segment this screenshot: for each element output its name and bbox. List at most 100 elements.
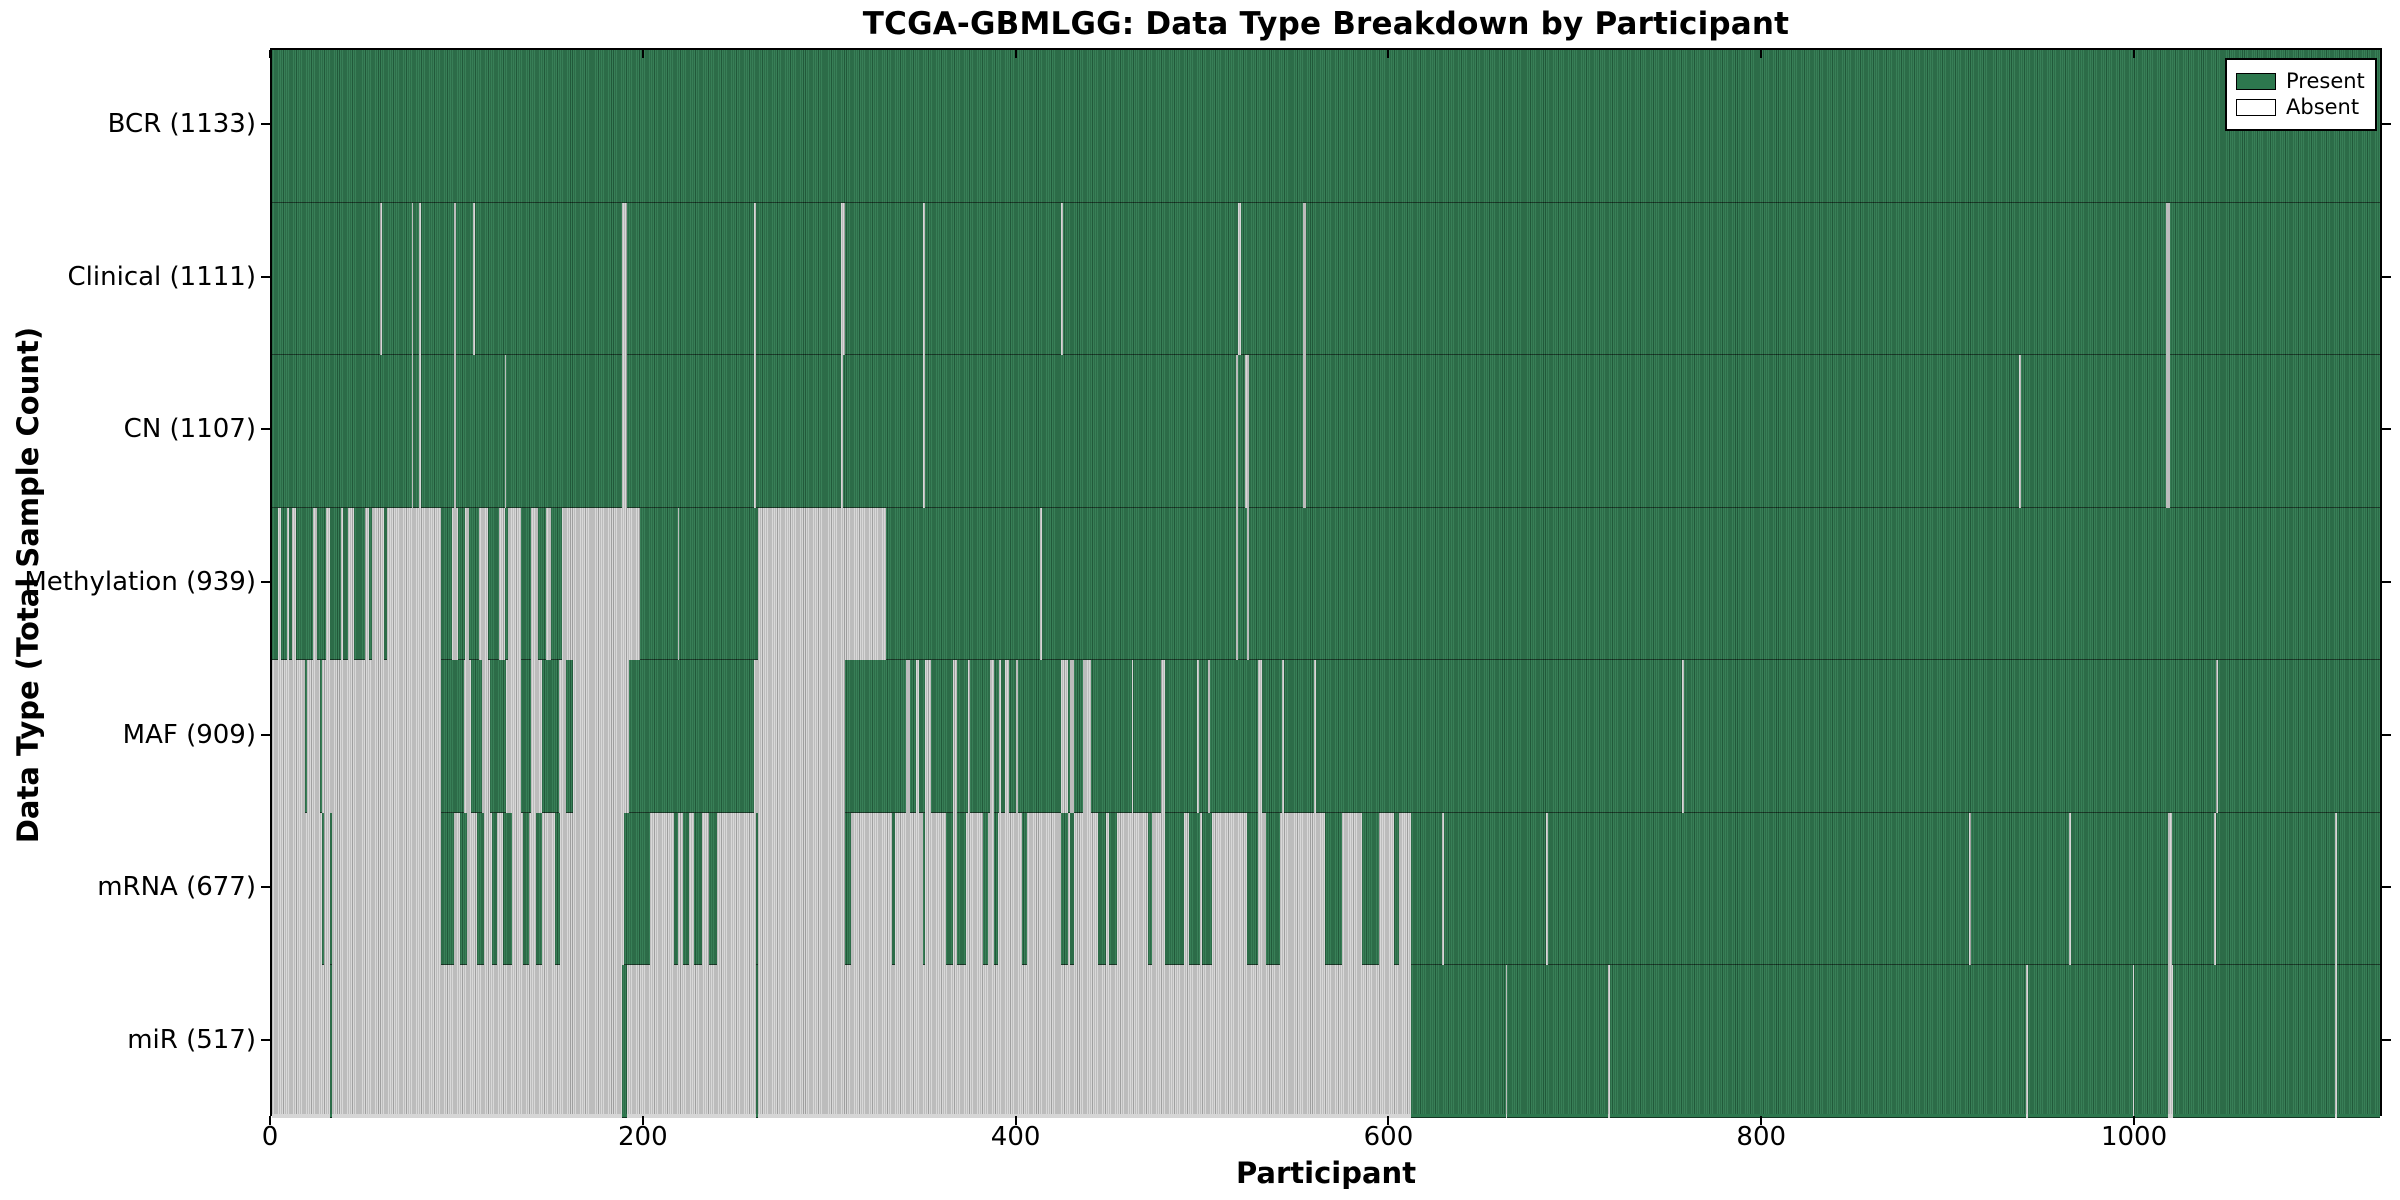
absent-stripe <box>454 355 457 508</box>
absent-stripe <box>331 812 442 966</box>
absent-stripe <box>545 507 552 661</box>
absent-stripe <box>841 812 846 966</box>
legend-label-absent: Absent <box>2286 95 2360 119</box>
absent-stripe <box>906 660 911 813</box>
y-tick-label-maf: MAF (909) <box>122 719 256 750</box>
y-tick-mark-left <box>261 428 270 431</box>
absent-stripe <box>850 812 892 966</box>
absent-stripe <box>1083 660 1091 813</box>
y-tick-label-mrna: mRNA (677) <box>97 872 256 903</box>
y-tick-mark-right <box>2382 733 2391 736</box>
absent-stripe <box>497 812 503 966</box>
absent-stripe <box>558 660 566 813</box>
absent-stripe <box>2167 965 2174 1118</box>
absent-stripe <box>508 507 522 661</box>
absent-stripe <box>701 812 710 966</box>
legend-item-absent: Absent <box>2236 96 2365 119</box>
absent-stripe <box>753 202 756 356</box>
absent-stripe <box>1040 507 1043 661</box>
matrix-row-cn <box>272 355 2380 508</box>
y-tick-mark-left <box>261 123 270 126</box>
absent-stripe <box>1211 812 1247 966</box>
absent-stripe <box>1968 812 1971 966</box>
absent-stripe <box>2132 965 2135 1118</box>
absent-stripe <box>530 507 539 661</box>
matrix-row-maf <box>272 660 2380 813</box>
absent-stripe <box>512 812 524 966</box>
absent-stripe <box>1399 812 1411 966</box>
x-axis-label: Participant <box>1235 1156 1417 1190</box>
absent-stripe <box>1282 660 1285 813</box>
absent-stripe <box>1200 812 1203 966</box>
absent-stripe <box>1016 660 1019 813</box>
absent-stripe <box>365 507 369 661</box>
absent-stripe <box>1073 812 1099 966</box>
absent-stripe <box>2166 355 2170 508</box>
absent-stripe <box>925 812 946 966</box>
legend-item-present: Present <box>2236 70 2365 93</box>
absent-stripe <box>372 507 384 661</box>
absent-stripe <box>277 507 282 661</box>
absent-stripe <box>677 812 684 966</box>
absent-stripe <box>322 660 442 813</box>
y-tick-mark-right <box>2382 275 2391 278</box>
absent-stripe <box>562 507 641 661</box>
absent-stripe <box>952 660 957 813</box>
y-tick-mark-left <box>261 1038 270 1041</box>
absent-stripe <box>560 812 624 966</box>
y-tick-mark-right <box>2382 581 2391 583</box>
matrix-rows-layer <box>272 50 2380 1118</box>
absent-stripe <box>716 812 756 966</box>
absent-stripe <box>1060 202 1063 356</box>
x-tick-mark-top <box>641 50 644 58</box>
absent-stripe <box>312 507 317 661</box>
absent-stripe <box>757 965 1411 1118</box>
x-tick-label-400: 400 <box>990 1122 1041 1152</box>
absent-stripe <box>1105 812 1110 966</box>
absent-stripe <box>1235 355 1238 508</box>
absent-stripe <box>1546 812 1549 966</box>
absent-stripe <box>923 355 926 508</box>
absent-stripe <box>325 507 330 661</box>
absent-stripe <box>1207 660 1210 813</box>
y-tick-mark-right <box>2382 886 2391 889</box>
absent-stripe <box>2335 812 2338 966</box>
chart-title: TCGA-GBMLGG: Data Type Breakdown by Part… <box>862 6 1790 42</box>
absent-stripe <box>1183 812 1190 966</box>
absent-stripe <box>272 965 330 1118</box>
absent-stripe <box>324 812 330 966</box>
y-tick-mark-right <box>2382 123 2391 126</box>
x-tick-mark-top <box>269 50 271 58</box>
absent-stripe <box>677 507 680 661</box>
absent-stripe <box>1152 812 1166 966</box>
absent-stripe <box>757 507 886 661</box>
x-tick-mark-bottom <box>2133 1116 2136 1125</box>
absent-stripe <box>411 202 414 356</box>
absent-stripe <box>2167 812 2172 966</box>
absent-stripe <box>1246 507 1249 661</box>
absent-stripe <box>573 660 630 813</box>
x-tick-label-200: 200 <box>617 1122 668 1152</box>
absent-stripe <box>1607 965 1610 1118</box>
absent-stripe <box>452 507 459 661</box>
absent-stripe <box>467 812 477 966</box>
absent-stripe <box>1379 812 1394 966</box>
absent-stripe <box>1313 660 1316 813</box>
absent-swatch <box>2236 99 2276 116</box>
y-tick-mark-left <box>261 275 270 278</box>
y-tick-mark-left <box>261 886 270 889</box>
present-swatch <box>2236 73 2276 90</box>
absent-stripe <box>340 507 343 661</box>
absent-stripe <box>2216 660 2219 813</box>
y-tick-mark-right <box>2382 1038 2391 1041</box>
y-tick-label-bcr: BCR (1133) <box>107 109 256 140</box>
absent-stripe <box>1235 507 1238 661</box>
absent-stripe <box>923 202 926 356</box>
absent-stripe <box>925 660 931 813</box>
absent-stripe <box>272 660 306 813</box>
absent-stripe <box>1302 202 1307 356</box>
absent-stripe <box>967 660 970 813</box>
absent-stripe <box>621 355 628 508</box>
absent-stripe <box>952 812 957 966</box>
